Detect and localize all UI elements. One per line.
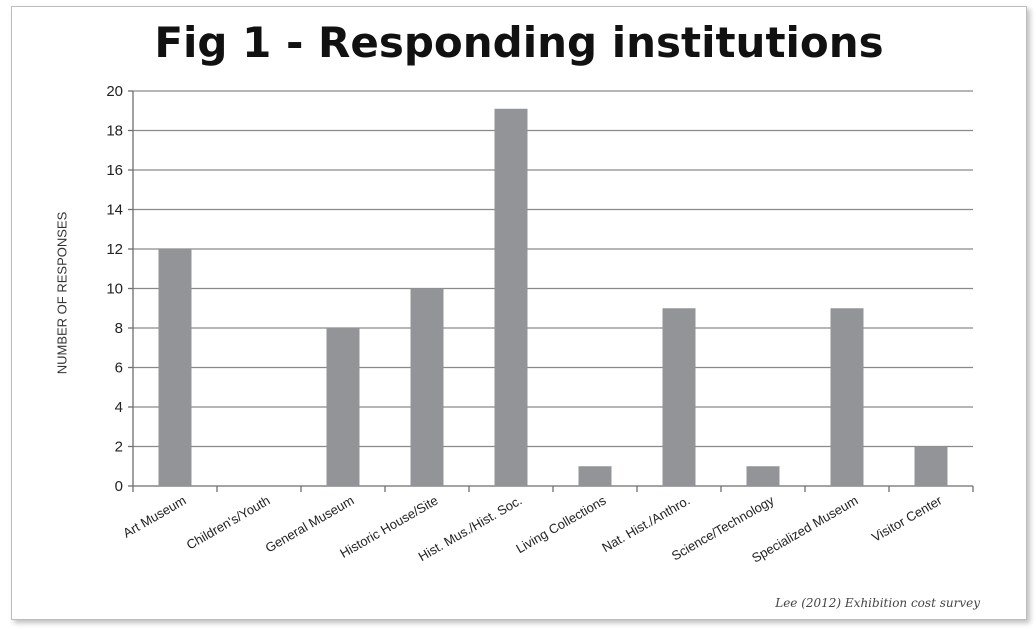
- y-tick-label: 0: [115, 478, 123, 495]
- y-tick-label: 2: [115, 439, 123, 456]
- chart-title: Fig 1 - Responding institutions: [154, 18, 884, 67]
- y-tick-label: 20: [106, 83, 123, 100]
- x-tick-label: Living Collections: [513, 492, 609, 556]
- x-tick-label: Visitor Center: [869, 492, 945, 545]
- bar: [662, 308, 696, 486]
- y-tick-label: 4: [115, 399, 123, 416]
- source-note: Lee (2012) Exhibition cost survey: [775, 596, 980, 610]
- y-tick-label: 16: [106, 162, 123, 179]
- bar: [746, 466, 780, 486]
- y-tick-label: 8: [115, 320, 123, 337]
- y-tick-label: 10: [106, 281, 123, 298]
- bar: [578, 466, 612, 486]
- y-tick-label: 6: [115, 360, 123, 377]
- bar: [410, 288, 444, 486]
- y-tick-label: 18: [106, 123, 123, 140]
- y-tick-label: 12: [106, 241, 123, 258]
- bar: [326, 328, 360, 486]
- x-tick-label: Art Museum: [120, 493, 188, 541]
- y-tick-label: 14: [106, 202, 123, 219]
- bar: [158, 249, 192, 486]
- bar: [494, 108, 528, 487]
- x-tick-label: Children's/Youth: [184, 493, 273, 553]
- bar: [830, 308, 864, 486]
- bars: [158, 108, 948, 487]
- y-tick-labels: 0 2 4 6 8 10 12 14 16 18 20: [106, 83, 123, 495]
- bar: [914, 446, 948, 486]
